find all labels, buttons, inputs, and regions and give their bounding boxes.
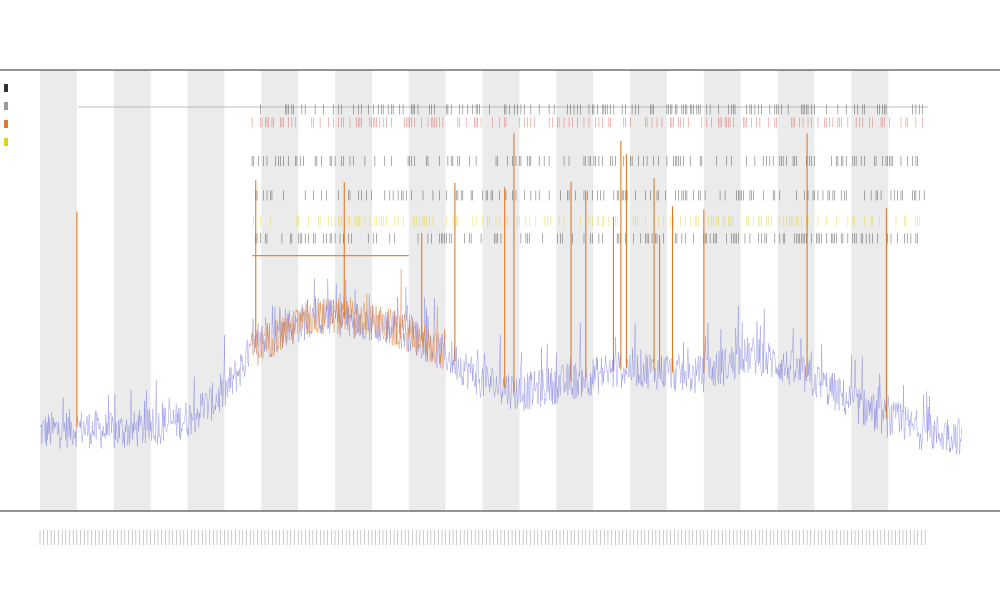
marker-track-2	[251, 117, 923, 128]
marker-track-5	[253, 216, 920, 227]
band-5	[408, 70, 446, 511]
series-layer	[39, 269, 962, 455]
band-4	[335, 70, 372, 511]
band-10	[777, 70, 815, 511]
band-1	[113, 70, 151, 511]
series-background-line	[39, 278, 962, 455]
band-0	[40, 70, 77, 511]
band-3	[261, 70, 299, 511]
legend-swatch-3	[4, 138, 8, 146]
marker-track-6	[255, 233, 918, 244]
legend-swatch-1	[4, 102, 8, 110]
marker-track-1	[260, 104, 923, 115]
legend-swatch-2	[4, 120, 8, 128]
x-tick-layer	[39, 530, 926, 545]
marker-track-layer	[251, 104, 925, 244]
legend-swatch-0	[4, 84, 8, 92]
band-7	[556, 70, 594, 511]
band-8	[630, 70, 667, 511]
legend	[4, 84, 8, 146]
band-11	[851, 70, 889, 511]
band-6	[482, 70, 520, 511]
series-highlight-line	[251, 269, 446, 369]
band-layer	[40, 70, 889, 511]
marker-track-3	[251, 156, 918, 166]
band-9	[703, 70, 741, 511]
band-2	[187, 70, 225, 511]
marker-track-4	[255, 190, 925, 201]
spike-layer	[76, 133, 887, 428]
